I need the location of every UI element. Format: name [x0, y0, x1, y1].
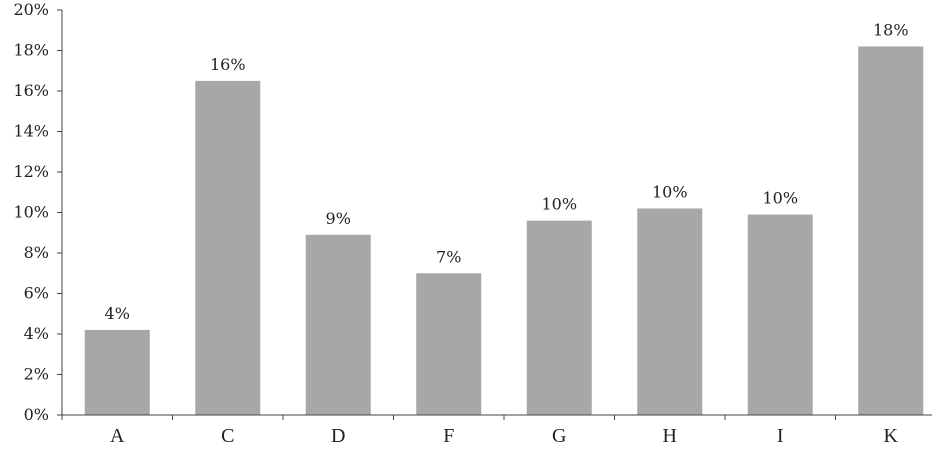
y-axis: 0% 2% 4% 6% 8% 10% 12% 14% 16% 18% 20% — [13, 0, 63, 424]
data-label-i: 10% — [762, 189, 798, 208]
y-tick-label: 16% — [13, 81, 49, 100]
bar-c — [195, 80, 261, 415]
bar-d — [305, 234, 371, 415]
data-label-c: 16% — [210, 55, 246, 74]
x-tick-label-k: K — [884, 425, 899, 447]
bar-i — [747, 214, 813, 415]
bar-g — [526, 220, 592, 415]
bars-group — [84, 46, 924, 415]
y-tick-label: 20% — [13, 0, 49, 19]
x-tick-label-f: F — [443, 425, 454, 447]
x-tick-label-c: C — [221, 425, 234, 447]
y-tick-label: 18% — [13, 41, 49, 60]
y-tick-label: 10% — [13, 203, 49, 222]
x-tick-label-g: G — [552, 425, 566, 447]
data-label-h: 10% — [652, 182, 688, 201]
data-label-f: 7% — [436, 247, 461, 266]
bar-h — [637, 208, 703, 415]
bar-f — [416, 273, 482, 415]
y-tick-label: 12% — [13, 162, 49, 181]
y-tick-label: 6% — [24, 284, 49, 303]
x-tick-label-h: H — [663, 425, 677, 447]
data-labels-group: 4% 16% 9% 7% 10% 10% 10% 18% — [105, 20, 909, 323]
x-tick-label-a: A — [110, 425, 125, 447]
bar-k — [858, 46, 924, 415]
data-label-d: 9% — [326, 209, 351, 228]
y-tick-label: 8% — [24, 243, 49, 262]
bar-a — [84, 329, 150, 415]
y-tick-label: 4% — [24, 324, 49, 343]
y-tick-label: 14% — [13, 122, 49, 141]
data-label-k: 18% — [873, 20, 909, 39]
data-label-a: 4% — [105, 304, 130, 323]
x-tick-label-d: D — [331, 425, 345, 447]
y-tick-label: 0% — [24, 405, 49, 424]
y-tick-label: 2% — [24, 365, 49, 384]
x-tick-label-i: I — [777, 425, 784, 447]
data-label-g: 10% — [541, 195, 577, 214]
